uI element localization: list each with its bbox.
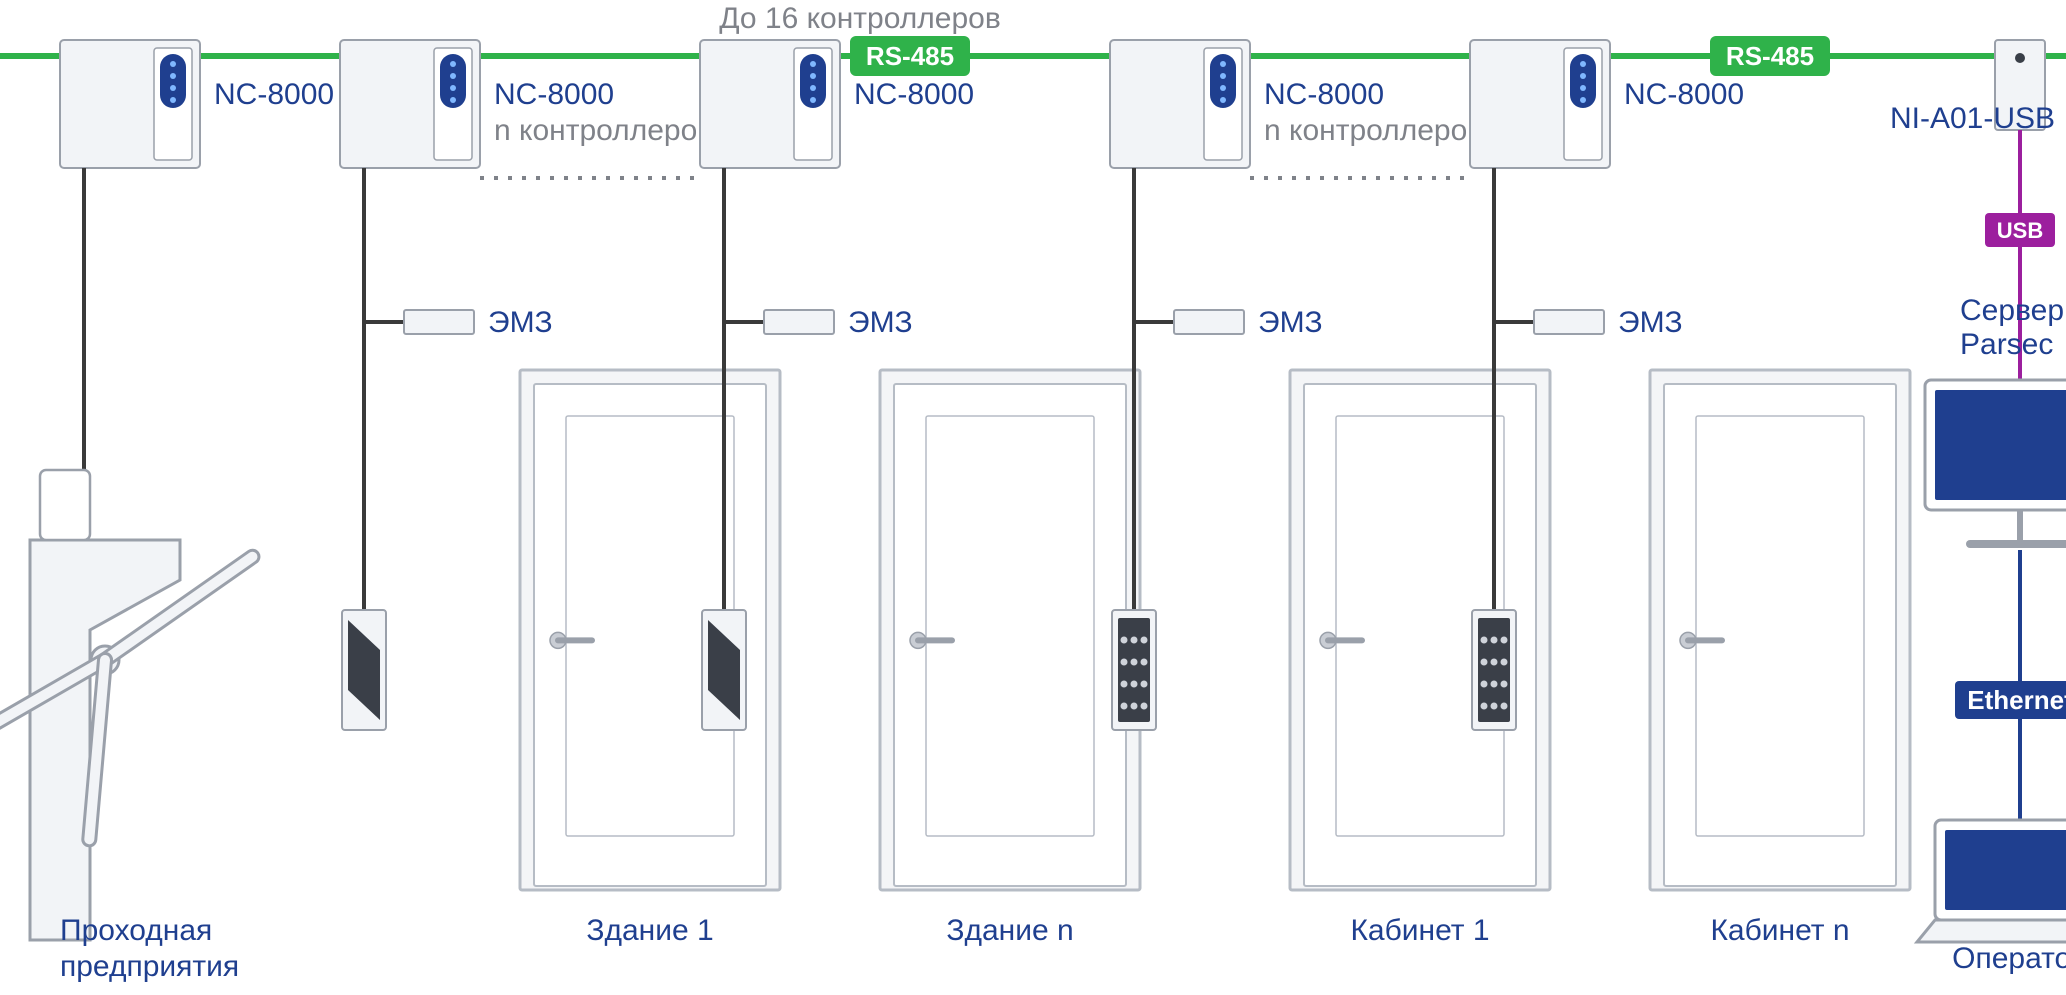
controller-box (60, 40, 200, 168)
controller-box (340, 40, 480, 168)
controller-box (1110, 40, 1250, 168)
bottom-label: Кабинет 1 (1350, 914, 1489, 947)
lock-device (1534, 310, 1604, 334)
controller-label: NC-8000 (214, 78, 334, 111)
lock-device (404, 310, 474, 334)
lock-label: ЭМЗ (1618, 306, 1683, 339)
svg-text:USB: USB (1997, 218, 2043, 243)
keypad-reader (1112, 610, 1156, 730)
keypad-reader (1472, 610, 1516, 730)
turnstile (0, 470, 252, 940)
card-reader (702, 610, 746, 730)
controller-box (700, 40, 840, 168)
bottom-label: Здание n (946, 914, 1073, 947)
controller-sublabel: n контроллеров (494, 114, 713, 147)
header-text: До 16 контроллеров (719, 2, 1001, 35)
server-label: Сервер (1960, 294, 2064, 327)
controller-label: NC-8000 (1264, 78, 1384, 111)
bottom-label: Проходная (60, 914, 212, 947)
lock-label: ЭМЗ (848, 306, 913, 339)
laptop-base (1917, 920, 2066, 942)
operator-label: Оператор (1952, 942, 2066, 975)
lock-label: ЭМЗ (488, 306, 553, 339)
bus-badge: RS-485 (1710, 36, 1830, 76)
controller-sublabel: n контроллеров (1264, 114, 1483, 147)
bus-badge-label: RS-485 (866, 41, 954, 71)
door (880, 370, 1140, 890)
bus-badge-label: RS-485 (1726, 41, 1814, 71)
bottom-label: предприятия (60, 950, 239, 983)
door (1650, 370, 1910, 890)
bottom-label: Кабинет n (1710, 914, 1849, 947)
svg-text:Ethernet: Ethernet (1967, 685, 2066, 715)
interface-label: NI-A01-USB (1890, 102, 2055, 135)
controller-label: NC-8000 (1624, 78, 1744, 111)
bottom-label: Здание 1 (586, 914, 713, 947)
controller-label: NC-8000 (494, 78, 614, 111)
server-label: Parsec (1960, 328, 2053, 361)
controller-label: NC-8000 (854, 78, 974, 111)
card-reader (342, 610, 386, 730)
lock-device (1174, 310, 1244, 334)
lock-label: ЭМЗ (1258, 306, 1323, 339)
lock-device (764, 310, 834, 334)
controller-box (1470, 40, 1610, 168)
bus-badge: RS-485 (850, 36, 970, 76)
